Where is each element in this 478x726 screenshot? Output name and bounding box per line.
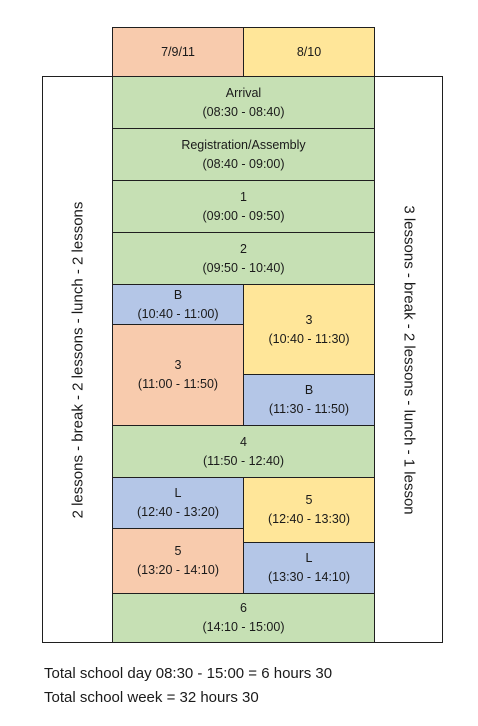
- block-registration: Registration/Assembly (08:40 - 09:00): [112, 128, 375, 181]
- block-name: 6: [240, 601, 247, 615]
- header-label: 7/9/11: [161, 44, 195, 59]
- block-time: (09:00 - 09:50): [202, 208, 285, 223]
- block-name: 1: [240, 189, 247, 204]
- left-side-note-text: 2 lessons - break - 2 lessons - lunch - …: [69, 201, 86, 518]
- block-time: (13:30 - 14:10): [268, 570, 350, 584]
- block-time: (11:30 - 11:50): [268, 402, 350, 416]
- block-time: (10:40 - 11:30): [268, 331, 350, 346]
- block-name: L: [174, 486, 182, 500]
- block-time: (08:40 - 09:00): [202, 156, 285, 171]
- block-lunch-right: L (13:30 - 14:10): [243, 542, 375, 594]
- block-lesson-6: 6 (14:10 - 15:00): [112, 593, 375, 643]
- block-name: 4: [240, 434, 247, 449]
- block-lesson-2: 2 (09:50 - 10:40): [112, 232, 375, 285]
- block-time: (11:50 - 12:40): [202, 453, 285, 468]
- block-lesson-4: 4 (11:50 - 12:40): [112, 425, 375, 478]
- header-label: 8/10: [296, 44, 322, 59]
- block-time: (12:40 - 13:30): [268, 512, 350, 526]
- block-time: (12:40 - 13:20): [137, 505, 219, 519]
- block-lesson-5-right: 5 (12:40 - 13:30): [243, 477, 375, 543]
- header-years-7-9-11: 7/9/11: [112, 27, 244, 77]
- block-lesson-1: 1 (09:00 - 09:50): [112, 180, 375, 233]
- block-time: (13:20 - 14:10): [137, 563, 219, 577]
- block-time: (08:30 - 08:40): [202, 104, 285, 119]
- block-arrival: Arrival (08:30 - 08:40): [112, 76, 375, 129]
- left-side-note: 2 lessons - break - 2 lessons - lunch - …: [42, 76, 113, 643]
- block-name: 2: [240, 241, 247, 256]
- block-lesson-3-right: 3 (10:40 - 11:30): [243, 284, 375, 375]
- block-time: (14:10 - 15:00): [202, 620, 285, 634]
- block-time: (10:40 - 11:00): [137, 306, 219, 321]
- block-name: B: [304, 383, 314, 397]
- right-side-note-text: 3 lessons - break - 2 lessons - lunch - …: [400, 204, 417, 515]
- block-break-left: B (10:40 - 11:00): [112, 284, 244, 325]
- block-name: 3: [305, 312, 313, 327]
- block-name: L: [305, 551, 313, 565]
- block-lesson-3-left: 3 (11:00 - 11:50): [112, 324, 244, 426]
- block-break-right: B (11:30 - 11:50): [243, 374, 375, 426]
- block-name: Registration/Assembly: [181, 137, 306, 152]
- block-name: Arrival: [225, 85, 262, 100]
- block-name: 5: [305, 493, 313, 507]
- right-side-note: 3 lessons - break - 2 lessons - lunch - …: [374, 76, 443, 643]
- block-lesson-5-left: 5 (13:20 - 14:10): [112, 528, 244, 594]
- block-time: (09:50 - 10:40): [202, 260, 285, 275]
- block-name: 5: [174, 544, 182, 558]
- block-time: (11:00 - 11:50): [137, 377, 219, 391]
- block-lunch-left: L (12:40 - 13:20): [112, 477, 244, 529]
- header-years-8-10: 8/10: [243, 27, 375, 77]
- block-name: B: [173, 287, 183, 302]
- total-school-week: Total school week = 32 hours 30: [44, 689, 259, 706]
- total-school-day: Total school day 08:30 - 15:00 = 6 hours…: [44, 665, 333, 682]
- block-name: 3: [174, 358, 182, 372]
